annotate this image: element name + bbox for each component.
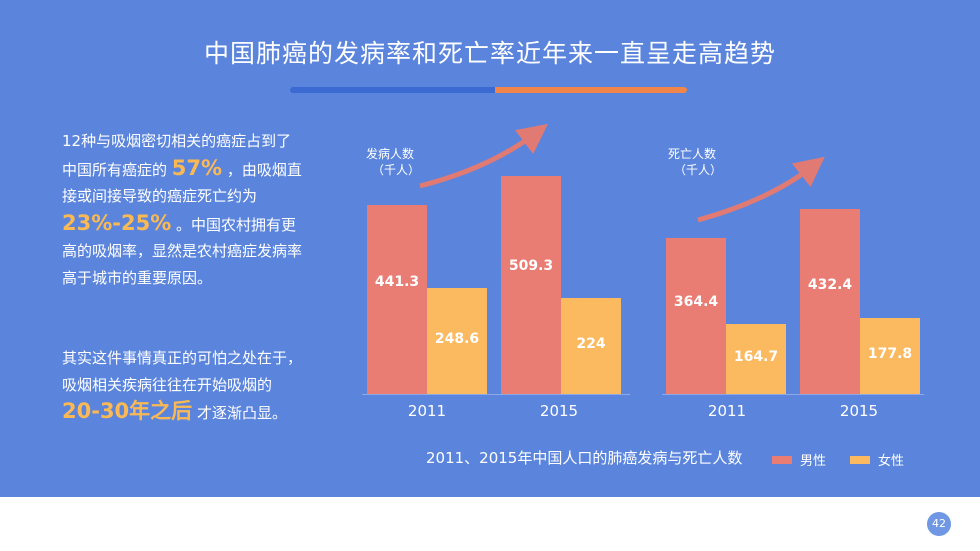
paragraph-1: 12种与吸烟密切相关的癌症占到了中国所有癌症的 57% ，由吸烟直接或间接导致的… [62, 128, 304, 291]
value-label-incidence-2015-male: 509.3 [508, 257, 554, 274]
death-unit: （千人） [674, 163, 723, 177]
incidence-axis-label: 发病人数 （千人） [366, 146, 420, 178]
bar-death-2011-male [666, 238, 726, 394]
trend-arrow-death [697, 156, 825, 223]
trend-arrow-incidence [419, 123, 548, 189]
legend-male: 男性 [772, 450, 826, 469]
incidence-unit: （千人） [372, 163, 421, 177]
paragraph-1-text-c: 。中国农村拥有更高的吸烟率，显然是农村癌症发病率高于城市的重要原因。 [62, 215, 303, 287]
bar-death-2015-female [860, 317, 920, 394]
legend-male-label: 男性 [800, 454, 827, 469]
legend-female: 女性 [850, 450, 904, 469]
title-divider-orange [495, 87, 687, 93]
slide-background: 中国肺癌的发病率和死亡率近年来一直呈走高趋势 12种与吸烟密切相关的癌症占到了中… [0, 0, 980, 497]
bar-death-2011-female [726, 323, 786, 394]
chart-caption: 2011、2015年中国人口的肺癌发病与死亡人数 [426, 449, 743, 467]
highlight-57-percent: 57% [171, 155, 223, 180]
value-label-incidence-2015-female: 224 [576, 336, 606, 353]
bar-incidence-2015-female [561, 298, 621, 394]
death-label: 死亡人数 [668, 147, 717, 161]
death-baseline [662, 394, 924, 395]
value-label-death-2015-female: 177.8 [867, 345, 913, 362]
bar-incidence-2015-male [501, 176, 561, 394]
incidence-x-tick-2011: 2011 [407, 402, 447, 420]
value-label-death-2015-male: 432.4 [807, 276, 853, 293]
value-label-death-2011-female: 164.7 [733, 348, 779, 365]
page-number-badge: 42 [927, 512, 951, 536]
legend-male-swatch [772, 455, 792, 464]
paragraph-2-text-a: 其实这件事情真正的可怕之处在于，吸烟相关疾病往往在开始吸烟的 [62, 349, 303, 394]
legend-female-label: 女性 [878, 454, 905, 469]
paragraph-2-text-b: 才逐渐凸显。 [196, 404, 287, 422]
trend-arrows [419, 123, 825, 223]
bar-incidence-2011-female [427, 287, 487, 394]
death-x-tick-2011: 2011 [707, 402, 747, 420]
paragraph-1-text-b: ，由吸烟直接或间接导致的癌症死亡约为 [62, 160, 302, 206]
legend-female-swatch [850, 455, 870, 464]
incidence-baseline [362, 394, 630, 395]
incidence-x-tick-2015: 2015 [539, 402, 579, 420]
title-divider-blue [290, 87, 495, 93]
death-axis-label: 死亡人数 （千人） [668, 146, 722, 178]
highlight-years: 20-30年之后 [62, 399, 193, 423]
incidence-label: 发病人数 [366, 147, 415, 161]
bar-death-2015-male [800, 208, 860, 394]
value-label-incidence-2011-male: 441.3 [374, 274, 420, 291]
value-label-incidence-2011-female: 248.6 [434, 330, 480, 347]
highlight-death-ratio: 23%-25% [62, 210, 172, 235]
paragraph-2: 其实这件事情真正的可怕之处在于，吸烟相关疾病往往在开始吸烟的 20-30年之后 … [62, 345, 304, 427]
value-label-death-2011-male: 364.4 [673, 293, 719, 310]
page-title: 中国肺癌的发病率和死亡率近年来一直呈走高趋势 [203, 39, 776, 68]
bar-incidence-2011-male [367, 205, 427, 394]
paragraph-1-text-a: 12种与吸烟密切相关的癌症占到了中国所有癌症的 [62, 132, 292, 179]
death-x-tick-2015: 2015 [839, 402, 879, 420]
